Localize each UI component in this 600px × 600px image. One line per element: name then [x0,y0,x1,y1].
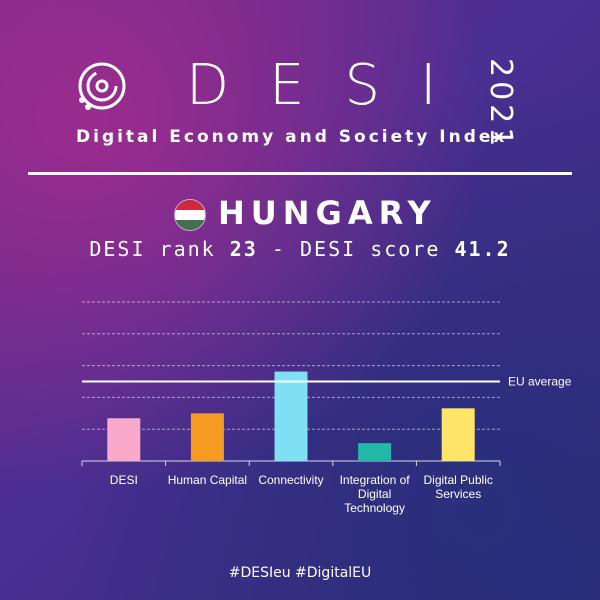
score-label: DESI score [300,237,441,261]
rank-value: 23 [229,237,258,261]
desi-circuit-icon [78,62,126,110]
category-label: Human Capital [168,473,247,487]
category-label: DESI [110,473,138,487]
bar [441,408,475,461]
hungary-flag-icon [174,199,206,231]
bar [274,371,308,461]
flag-stripe-green [175,220,205,230]
header-divider [28,172,572,175]
hashtags: #DESIeu #DigitalEU [228,565,372,581]
category-label: Digital Public Services [424,473,493,501]
flag-stripe-white [175,210,205,220]
rank-separator: - [271,237,286,261]
score-value: 41.2 [454,237,511,261]
rank-line: DESI rank 23 - DESI score 41.2 [0,237,600,261]
bar [107,418,141,461]
category-label: Integration of Digital Technology [340,473,411,515]
bar [358,443,392,461]
country-name: HUNGARY [218,194,437,232]
edition-year: 2021 [483,58,518,151]
index-subtitle: Digital Economy and Society Index [76,127,508,147]
rank-label: DESI rank [89,237,216,261]
flag-stripe-red [175,200,205,210]
bar [190,413,224,461]
category-label: Connectivity [258,473,323,487]
eu-average-label: EU average [508,375,572,389]
desi-logo: DESI [76,54,526,150]
desi-wordmark: DESI [186,53,477,118]
